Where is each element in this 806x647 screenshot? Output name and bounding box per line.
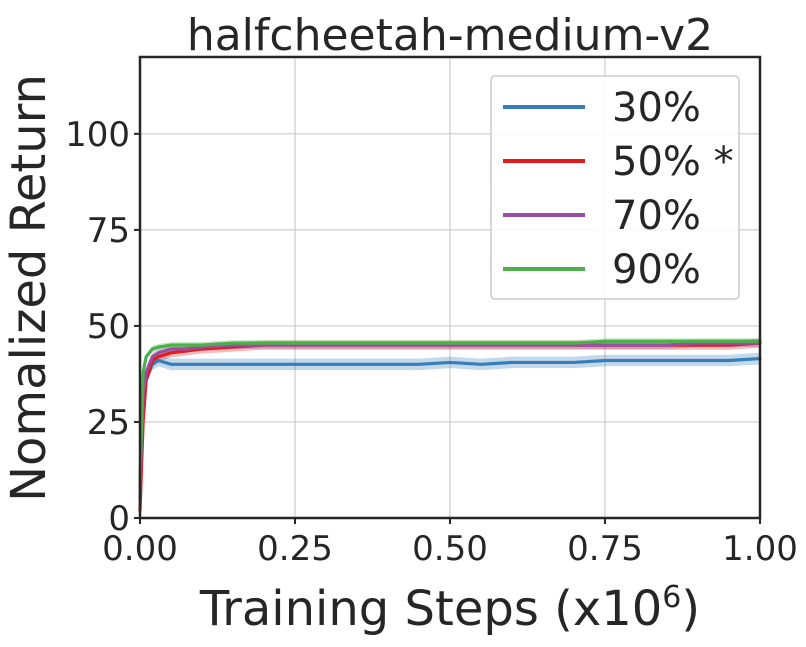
y-tick-label: 100 [65,115,130,155]
x-axis-label-exponent: 6 [662,580,681,615]
y-axis-ticks: 0 25 50 75 100 [65,115,140,539]
series-bands [140,338,760,515]
legend-label-30pct: 30% [612,85,701,131]
series-line-90pct [138,339,762,482]
x-tick-label: 0.50 [412,529,488,569]
y-axis-label: Nomalized Return [1,74,57,502]
series-lines [138,339,762,512]
x-tick-label: 0.25 [257,529,333,569]
y-tick-label: 25 [87,403,130,443]
series-line-30pct [138,356,762,501]
x-axis-label: Training Steps (x106) [199,580,700,637]
series-band-30pct [140,352,760,505]
legend: 30% 50% * 70% 90% [490,75,740,300]
series-line-70pct [138,341,762,489]
x-axis-ticks: 0.00 0.25 0.50 0.75 1.00 [102,518,798,569]
x-tick-label: 0.75 [567,529,643,569]
legend-label-70pct: 70% [612,193,701,239]
y-tick-label: 75 [87,211,130,251]
x-tick-label: 1.00 [722,529,798,569]
legend-label-90pct: 90% [612,247,701,293]
y-tick-label: 50 [87,307,130,347]
x-tick-label: 0.00 [102,529,178,569]
legend-box [490,75,740,300]
x-axis-label-main: Training Steps (x10 [199,581,662,637]
chart-title: halfcheetah-medium-v2 [187,10,713,61]
x-axis-label-close: ) [681,581,700,637]
legend-label-50pct: 50% * [612,139,734,185]
y-tick-label: 0 [108,499,130,539]
